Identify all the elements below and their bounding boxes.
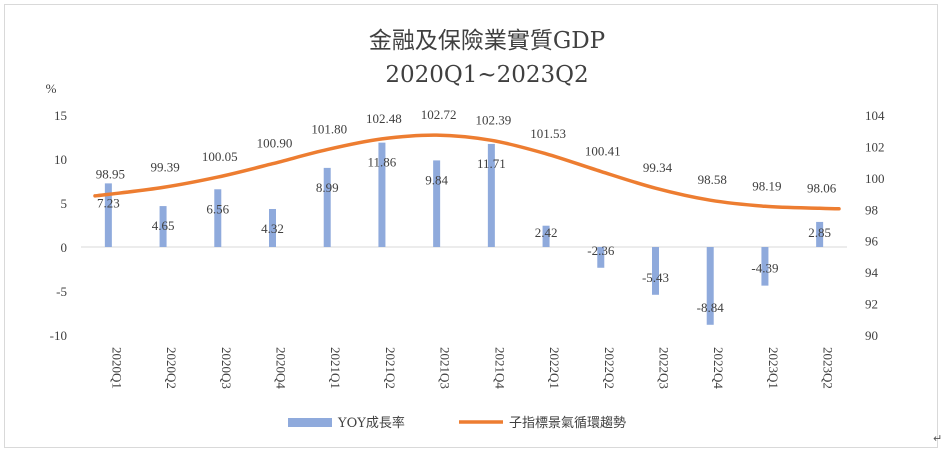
left-axis-ticks: 15 10 5 0 -5 -10: [50, 108, 67, 343]
bar-label-2023Q1: -4.39: [751, 261, 778, 276]
bar-label-2020Q2: 4.65: [152, 218, 175, 233]
bar-label-2021Q3: 9.84: [425, 172, 448, 187]
bar-label-2022Q2: -2.36: [587, 243, 615, 258]
right-tick-92: 92: [865, 297, 878, 312]
bar-2020Q4: [269, 208, 276, 247]
x-tick-2021Q3: 2021Q3: [438, 347, 453, 389]
legend-bar-swatch: [288, 418, 332, 427]
bar-2021Q2: [378, 142, 386, 247]
x-tick-2020Q1: 2020Q1: [109, 347, 124, 389]
left-axis-unit: %: [46, 81, 57, 96]
bar-2020Q1: [104, 183, 112, 247]
right-tick-90: 90: [865, 328, 878, 343]
bar-2021Q3: [433, 160, 441, 247]
bar-label-2022Q4: -8.84: [697, 300, 725, 315]
bar-label-2023Q2: 2.85: [808, 225, 831, 240]
line-data-labels: 98.95 99.39 100.05 100.90 101.80 102.48 102.72…: [96, 107, 837, 195]
bar-label-2021Q4: 11.71: [477, 156, 506, 171]
chart-svg: 金融及保險業實質GDP 2020Q1~2023Q2 % 7.23 4.65 6.56…: [46, 28, 885, 431]
line-label-2020Q2: 99.39: [150, 159, 179, 174]
x-tick-2020Q3: 2020Q3: [219, 347, 234, 389]
line-label-2022Q2: 100.41: [585, 143, 621, 158]
bar-2020Q2: [159, 206, 167, 247]
bar-label-2022Q3: -5.43: [642, 270, 669, 285]
right-tick-102: 102: [865, 139, 885, 154]
line-label-2021Q4: 102.39: [475, 112, 511, 127]
line-label-2022Q3: 99.34: [643, 160, 673, 175]
right-tick-94: 94: [865, 265, 879, 280]
bar-2022Q1: [542, 225, 550, 247]
x-tick-2020Q2: 2020Q2: [164, 347, 179, 389]
line-label-2020Q1: 98.95: [96, 166, 125, 181]
chart-frame: 金融及保險業實質GDP 2020Q1~2023Q2 % 7.23 4.65 6.56…: [4, 4, 938, 448]
right-tick-104: 104: [865, 108, 885, 123]
chart-subtitle: 2020Q1~2023Q2: [385, 62, 588, 88]
bar-data-labels: 7.23 4.65 6.56 4.32 8.99 11.86 9.84 11.71 2.42 -2…: [97, 155, 831, 315]
trend-line: [93, 133, 841, 211]
right-tick-96: 96: [865, 234, 879, 249]
line-label-2021Q1: 101.80: [311, 122, 347, 137]
x-axis-ticks: 2020Q1 2020Q2 2020Q3 2020Q4 2021Q1 2021Q2 2021…: [109, 347, 835, 389]
bar-2020Q3: [214, 189, 222, 247]
bar-2022Q4: [706, 247, 714, 325]
bar-label-2021Q1: 8.99: [316, 180, 339, 195]
right-tick-100: 100: [865, 171, 885, 186]
bar-2021Q4: [487, 143, 495, 247]
line-label-2023Q1: 98.19: [752, 178, 781, 193]
x-tick-2022Q3: 2022Q3: [657, 347, 672, 389]
line-label-2020Q4: 100.90: [257, 136, 293, 151]
left-tick-15: 15: [54, 108, 67, 123]
x-tick-2021Q1: 2021Q1: [328, 347, 343, 389]
line-label-2023Q2: 98.06: [807, 180, 837, 195]
line-label-2021Q2: 102.48: [366, 111, 402, 126]
line-label-2022Q4: 98.58: [698, 172, 727, 187]
line-label-2021Q3: 102.72: [421, 107, 457, 122]
bar-2021Q1: [323, 167, 331, 247]
x-tick-2023Q2: 2023Q2: [821, 347, 836, 389]
left-tick--10: -10: [50, 328, 67, 343]
left-tick--5: -5: [56, 284, 67, 299]
bar-label-2020Q1: 7.23: [97, 195, 120, 210]
left-tick-5: 5: [61, 196, 68, 211]
x-tick-2020Q4: 2020Q4: [274, 347, 289, 389]
legend: YOY成長率 子指標景氣循環趨勢: [288, 415, 626, 431]
x-tick-2023Q1: 2023Q1: [766, 347, 781, 389]
legend-line-label: 子指標景氣循環趨勢: [509, 416, 626, 431]
bar-2022Q2: [597, 247, 605, 268]
bar-label-2020Q4: 4.32: [261, 221, 284, 236]
bar-label-2021Q2: 11.86: [368, 155, 397, 170]
x-tick-2022Q4: 2022Q4: [711, 347, 726, 389]
left-tick-0: 0: [61, 240, 68, 255]
chart-title: 金融及保險業實質GDP: [369, 28, 605, 54]
paragraph-mark: ↵: [933, 432, 943, 445]
bar-2023Q2: [816, 221, 824, 247]
x-tick-2021Q2: 2021Q2: [383, 347, 398, 389]
bar-2023Q1: [761, 247, 769, 286]
bar-series: [104, 142, 824, 325]
x-tick-2021Q4: 2021Q4: [492, 347, 507, 389]
legend-bar-label: YOY成長率: [337, 415, 405, 431]
bar-label-2020Q3: 6.56: [206, 201, 229, 216]
left-tick-10: 10: [54, 152, 67, 167]
x-tick-2022Q2: 2022Q2: [602, 347, 617, 389]
x-tick-2022Q1: 2022Q1: [547, 347, 562, 389]
bar-2022Q3: [652, 247, 659, 295]
right-axis-ticks: 104 102 100 98 96 94 92 90: [865, 108, 885, 343]
line-label-2020Q3: 100.05: [202, 149, 238, 164]
line-label-2022Q1: 101.53: [530, 126, 566, 141]
right-tick-98: 98: [865, 202, 878, 217]
bar-label-2022Q1: 2.42: [535, 225, 558, 240]
